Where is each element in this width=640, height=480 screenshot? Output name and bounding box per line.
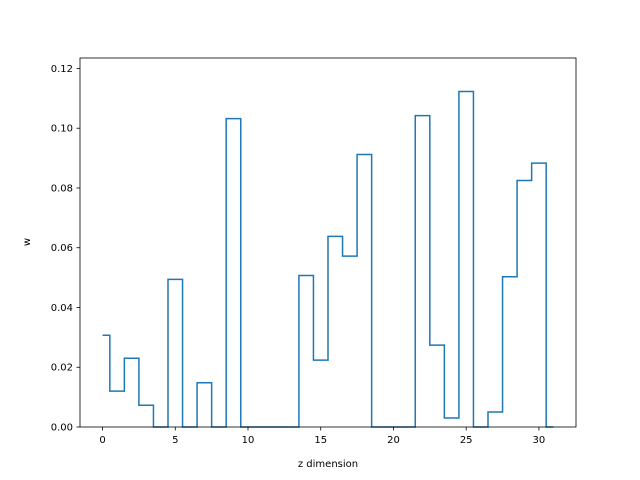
y-tick-label: 0.02 bbox=[51, 363, 73, 374]
x-tick-label: 30 bbox=[533, 435, 546, 446]
y-axis-label: w bbox=[22, 238, 33, 246]
x-axis: 0 5 10 15 20 25 30 bbox=[99, 427, 545, 446]
y-tick-label: 0.06 bbox=[51, 243, 73, 254]
x-axis-label: z dimension bbox=[298, 459, 358, 470]
y-tick-label: 0.12 bbox=[51, 64, 73, 75]
plot-area bbox=[79, 57, 577, 428]
y-axis: 0.00 0.02 0.04 0.06 0.08 0.10 0.12 bbox=[51, 64, 80, 434]
plot-frame bbox=[79, 57, 577, 428]
x-tick-label: 20 bbox=[387, 435, 400, 446]
x-tick-label: 10 bbox=[242, 435, 255, 446]
y-tick-label: 0.04 bbox=[51, 303, 73, 314]
y-tick-label: 0.08 bbox=[51, 183, 73, 194]
series-step-line bbox=[102, 90, 554, 428]
y-tick-label: 0.00 bbox=[51, 423, 73, 434]
y-tick-label: 0.10 bbox=[51, 124, 73, 135]
x-tick-label: 15 bbox=[314, 435, 327, 446]
x-tick-label: 0 bbox=[99, 435, 105, 446]
x-tick-label: 25 bbox=[460, 435, 473, 446]
x-tick-label: 5 bbox=[172, 435, 178, 446]
